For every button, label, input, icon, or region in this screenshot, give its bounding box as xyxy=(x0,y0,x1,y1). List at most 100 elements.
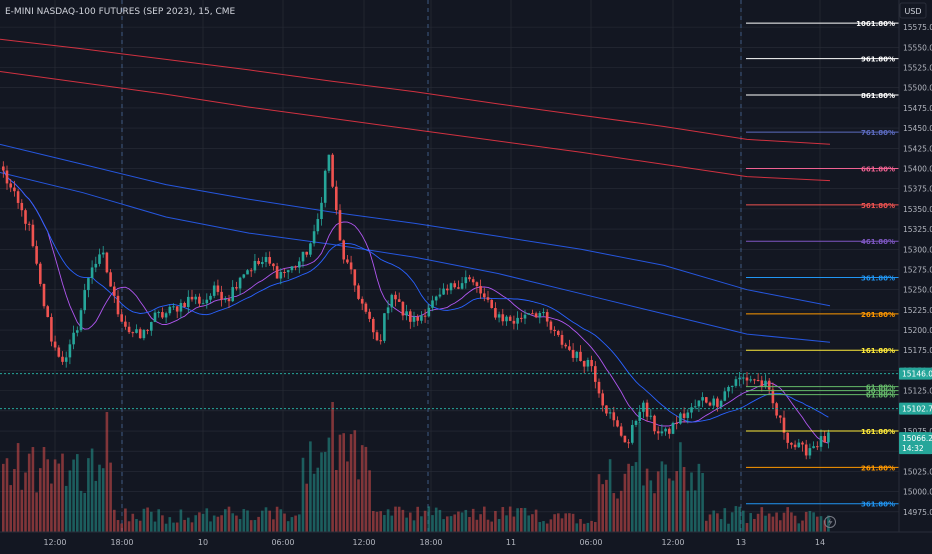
fib-level-label: 861.80% xyxy=(861,92,895,100)
volume-bar xyxy=(668,478,671,532)
volume-bar xyxy=(475,519,479,532)
volume-bar xyxy=(446,516,449,532)
fibonacci-extension[interactable]: 1061.80% 961.80% 861.80% 761.80% 661.80% 561.… xyxy=(746,20,899,509)
candle-body xyxy=(701,397,704,401)
candle-body xyxy=(372,318,375,333)
candle-body xyxy=(442,288,445,295)
volume-bar xyxy=(172,522,175,532)
volume-bar xyxy=(549,519,553,532)
price-label-text: 15066.25 xyxy=(902,434,932,443)
volume-bar xyxy=(534,509,538,532)
candle-body xyxy=(753,379,756,381)
candle-body xyxy=(734,379,738,386)
price-tick-label: 15400.00 xyxy=(903,164,932,173)
candle-body xyxy=(135,329,138,333)
volume-bar xyxy=(205,508,209,532)
volume-bar xyxy=(76,454,79,532)
volume-bar xyxy=(660,461,664,532)
candle-body xyxy=(427,307,431,317)
candle-body xyxy=(201,303,205,305)
currency-badge[interactable] xyxy=(899,2,927,19)
volume-bar xyxy=(697,463,701,532)
candle-body xyxy=(46,306,49,318)
candle-body xyxy=(520,317,523,319)
candle-body xyxy=(312,231,316,244)
volume-bar xyxy=(216,516,220,532)
candle-body xyxy=(124,321,127,327)
volume-bar xyxy=(20,489,24,532)
time-tick-label: 06:00 xyxy=(579,538,602,547)
volume-bar xyxy=(427,506,431,532)
volume-bar xyxy=(501,507,505,532)
fib-level-label: 661.80% xyxy=(861,165,895,173)
candle-body xyxy=(653,415,656,432)
candle-body xyxy=(323,170,327,203)
candle-body xyxy=(164,313,168,318)
candle-body xyxy=(397,299,401,302)
time-tick-label: 12:00 xyxy=(43,538,66,547)
volume-bar xyxy=(623,473,627,532)
volume-bar xyxy=(27,453,31,532)
candle-body xyxy=(64,357,68,362)
candle-body xyxy=(9,183,12,188)
candle-body xyxy=(309,243,312,255)
candle-body xyxy=(738,377,741,380)
volume-bar xyxy=(360,445,364,532)
volume-bar xyxy=(35,492,38,532)
volume-bar xyxy=(335,469,338,532)
volume-bar xyxy=(686,490,690,532)
price-tick-label: 15475.00 xyxy=(903,104,932,113)
candle-body xyxy=(446,288,449,291)
candle-body xyxy=(375,332,379,341)
volume-bar xyxy=(423,510,427,532)
candle-body xyxy=(682,413,686,418)
candle-body xyxy=(486,297,490,300)
candle-body xyxy=(264,257,268,263)
volume-bar xyxy=(808,510,812,532)
volume-bar xyxy=(142,508,146,532)
candle-body xyxy=(534,313,538,318)
volume-bar xyxy=(545,523,549,532)
candle-body xyxy=(342,240,345,260)
fib-level-label: 61.80% xyxy=(866,392,895,400)
candle-body xyxy=(827,432,830,443)
volume-bar xyxy=(261,510,264,532)
volume-bar xyxy=(201,513,205,532)
candle-body xyxy=(120,314,123,322)
time-tick-label: 18:00 xyxy=(110,538,133,547)
candle-body xyxy=(779,415,782,418)
candle-body xyxy=(2,166,5,171)
candle-body xyxy=(153,312,157,323)
volume-bar xyxy=(416,506,419,532)
price-label-box xyxy=(899,367,932,380)
volume-bar xyxy=(490,521,493,532)
volume-bar xyxy=(90,448,94,532)
candle-body xyxy=(723,391,727,401)
alert-icon[interactable] xyxy=(824,516,836,528)
candle-body xyxy=(812,446,815,449)
candle-body xyxy=(79,310,83,331)
volume-bar xyxy=(227,506,231,532)
candle-body xyxy=(686,412,690,418)
candle-body xyxy=(183,302,186,308)
fib-level-label: 261.80% xyxy=(861,311,895,319)
candle-body xyxy=(305,251,308,255)
volume-bar xyxy=(224,509,227,532)
candle-body xyxy=(464,277,468,284)
candle-body xyxy=(693,406,697,408)
volume-bar xyxy=(383,515,386,532)
volume-bar xyxy=(442,519,445,532)
volume-bar xyxy=(242,509,246,532)
candle-body xyxy=(497,314,501,318)
volume-bar xyxy=(39,468,42,532)
candle-body xyxy=(819,436,823,447)
candle-body xyxy=(797,442,801,448)
candle-body xyxy=(172,306,175,308)
volume-bar xyxy=(723,508,727,532)
volume-bar xyxy=(749,513,752,532)
volume-bar xyxy=(516,508,519,532)
time-axis[interactable]: 12:00 18:00 10 06:00 12:00 18:00 11 06:00 12:00 1… xyxy=(43,538,825,547)
volume-bar xyxy=(701,473,704,532)
price-tick-label: 15125.00 xyxy=(903,387,932,396)
